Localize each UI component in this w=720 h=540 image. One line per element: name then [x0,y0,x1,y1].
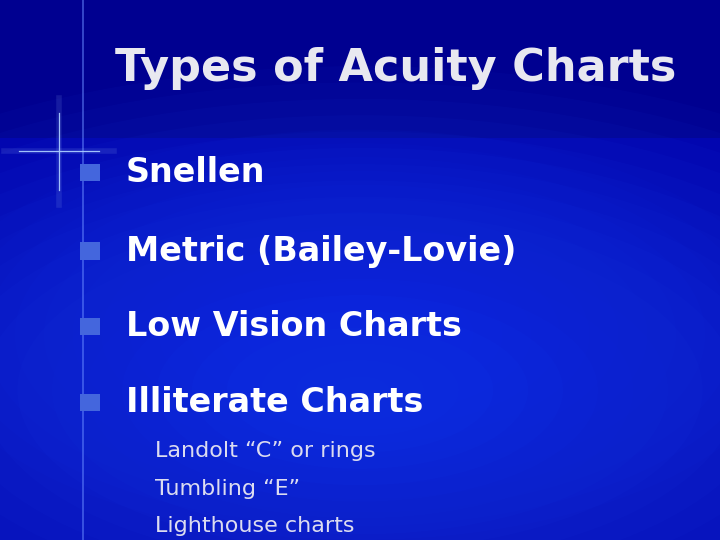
Ellipse shape [159,240,561,430]
Text: Landolt “C” or rings: Landolt “C” or rings [155,441,375,461]
Ellipse shape [0,157,720,512]
Ellipse shape [0,130,720,540]
Text: Tumbling “E”: Tumbling “E” [155,478,300,499]
Ellipse shape [246,281,474,389]
Bar [80,242,100,260]
Bar [80,394,100,411]
Text: Types of Acuity Charts: Types of Acuity Charts [115,48,677,90]
Text: Lighthouse charts: Lighthouse charts [155,516,354,537]
Ellipse shape [217,267,503,403]
Ellipse shape [0,143,720,526]
Ellipse shape [189,253,531,416]
Ellipse shape [15,171,705,499]
Bar [80,318,100,335]
Ellipse shape [275,294,445,375]
Bar [80,164,100,181]
Text: Snellen: Snellen [126,156,266,190]
Ellipse shape [130,226,590,444]
Text: Metric (Bailey-Lovie): Metric (Bailey-Lovie) [126,234,516,268]
Text: Illiterate Charts: Illiterate Charts [126,386,423,419]
Bar [0,138,720,540]
Ellipse shape [44,185,676,485]
Bar [0,0,720,138]
Ellipse shape [102,212,618,457]
Ellipse shape [333,322,387,348]
Ellipse shape [73,198,647,471]
Text: Low Vision Charts: Low Vision Charts [126,310,462,343]
Ellipse shape [304,308,416,361]
